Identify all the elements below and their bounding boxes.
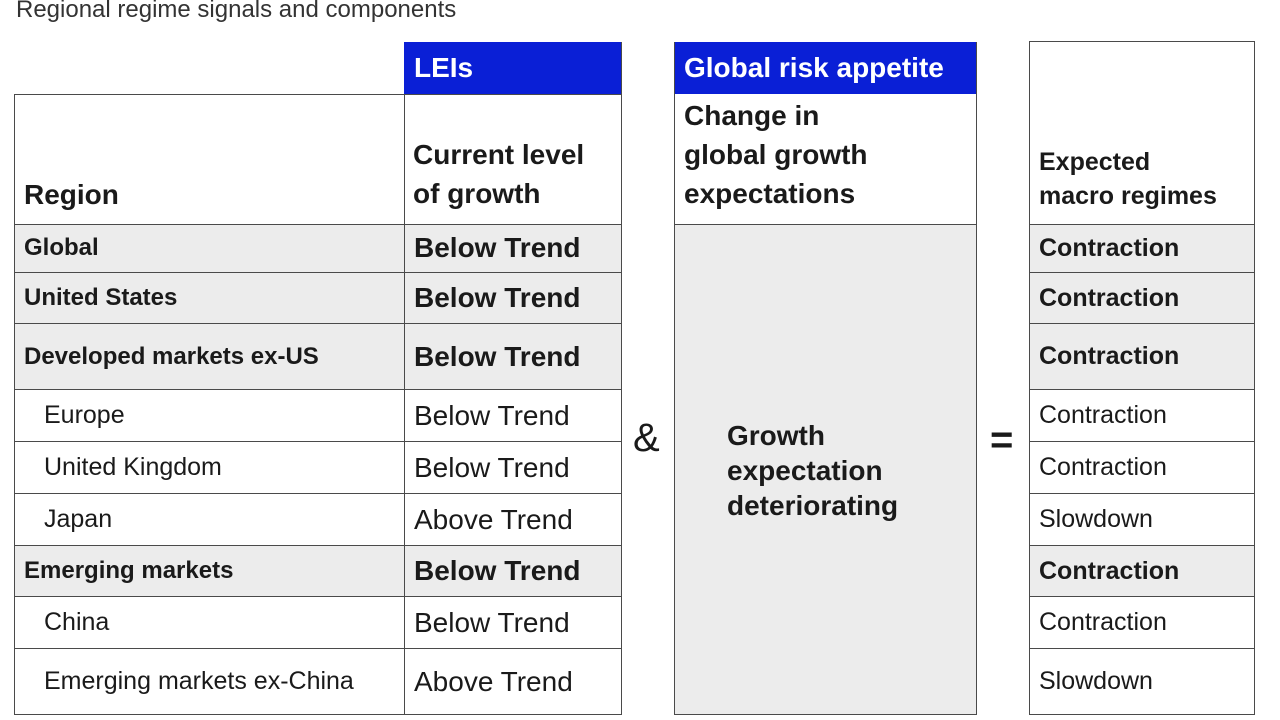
row-region-cell: United States [14, 273, 404, 324]
row-region-cell: Emerging markets ex-China [14, 649, 404, 715]
header-expected-regimes: Expected macro regimes [1039, 145, 1217, 213]
row-level-cell-text: Above Trend [414, 503, 573, 535]
header-current-level-line1: Current level [413, 139, 585, 170]
row-regime-cell: Contraction [1029, 224, 1255, 273]
row-regime-cell-text: Contraction [1039, 233, 1180, 262]
table-header-bottom-border [14, 224, 622, 225]
left-table-border [14, 94, 15, 715]
row-region-cell-text: China [44, 608, 110, 636]
row-level-cell: Below Trend [404, 442, 622, 494]
row-level-cell: Below Trend [404, 597, 622, 649]
row-region-cell-text: Japan [44, 505, 113, 533]
row-regime-cell: Slowdown [1029, 494, 1255, 546]
header-change-line2: global growth [684, 139, 868, 170]
row-level-cell: Below Trend [404, 273, 622, 324]
header-change-line3: expectations [684, 178, 856, 209]
merged-expectation-cell [674, 224, 977, 715]
middle-bottom-border [674, 714, 977, 715]
merged-line1: Growth [727, 420, 825, 451]
row-regime-cell-text: Contraction [1039, 342, 1180, 370]
row-regime-cell-text: Contraction [1039, 283, 1180, 312]
row-level-cell: Below Trend [404, 390, 622, 442]
middle-header-bottom-border [674, 224, 977, 225]
equals-operator: = [990, 418, 1014, 462]
row-region-cell: Europe [14, 390, 404, 442]
row-level-cell-text: Below Trend [414, 282, 581, 313]
right-right-border [1254, 41, 1255, 715]
row-region-cell-text: Europe [44, 401, 125, 429]
row-level-cell: Above Trend [404, 494, 622, 546]
row-regime-cell-text: Slowdown [1039, 667, 1153, 695]
row-region-cell-text: United Kingdom [44, 453, 222, 481]
row-regime-cell-text: Contraction [1039, 556, 1180, 585]
row-region-cell: Developed markets ex-US [14, 324, 404, 390]
merged-line2: expectation [727, 455, 883, 486]
row-region-cell-text: Emerging markets [24, 557, 234, 584]
row-region-cell: Japan [14, 494, 404, 546]
middle-left-border [674, 42, 675, 715]
level-right-border [621, 42, 622, 715]
header-expected-line1: Expected [1039, 148, 1151, 176]
row-regime-cell: Contraction [1029, 324, 1255, 390]
header-change-line1: Change in [684, 100, 820, 131]
row-region-cell: China [14, 597, 404, 649]
row-level-cell: Above Trend [404, 649, 622, 715]
header-region: Region [24, 179, 119, 210]
row-regime-cell: Contraction [1029, 546, 1255, 597]
group-header-leis: LEIs [404, 42, 622, 94]
row-level-cell: Below Trend [404, 224, 622, 273]
and-operator: & [633, 416, 660, 460]
right-header-bottom-border [1029, 224, 1255, 225]
row-level-cell-text: Below Trend [414, 399, 570, 431]
row-region-cell: United Kingdom [14, 442, 404, 494]
row-level-cell-text: Below Trend [414, 340, 581, 372]
row-regime-cell-text: Contraction [1039, 608, 1167, 636]
row-regime-cell-text: Contraction [1039, 453, 1167, 481]
table-header-top-border [14, 94, 622, 95]
row-regime-cell-text: Contraction [1039, 401, 1167, 429]
expected-header-top-border [1029, 41, 1255, 42]
region-level-divider [404, 94, 405, 715]
group-header-global-risk: Global risk appetite [674, 42, 977, 94]
row-regime-cell: Slowdown [1029, 649, 1255, 715]
row-level-cell: Below Trend [404, 546, 622, 597]
row-regime-cell-text: Slowdown [1039, 505, 1153, 533]
row-level-cell-text: Below Trend [414, 232, 581, 263]
merged-line3: deteriorating [727, 490, 899, 521]
right-left-border [1029, 41, 1030, 715]
row-regime-cell: Contraction [1029, 390, 1255, 442]
row-region-cell-text: United States [24, 284, 178, 311]
merged-expectation-text: Growth expectation deteriorating [727, 418, 898, 523]
row-level-cell-text: Below Trend [414, 451, 570, 483]
row-level-cell: Below Trend [404, 324, 622, 390]
middle-right-border [976, 42, 977, 715]
row-region-cell: Global [14, 224, 404, 273]
row-regime-cell: Contraction [1029, 273, 1255, 324]
row-region-cell-text: Global [24, 234, 99, 261]
row-regime-cell: Contraction [1029, 597, 1255, 649]
row-level-cell-text: Above Trend [414, 665, 573, 697]
row-level-cell-text: Below Trend [414, 606, 570, 638]
row-level-cell-text: Below Trend [414, 555, 581, 586]
row-regime-cell: Contraction [1029, 442, 1255, 494]
header-current-level: Current level of growth [413, 135, 584, 213]
row-region-cell-text: Emerging markets ex-China [44, 667, 354, 695]
header-expected-line2: macro regimes [1039, 182, 1217, 210]
row-region-cell: Emerging markets [14, 546, 404, 597]
row-region-cell-text: Developed markets ex-US [24, 342, 319, 370]
page-title: Regional regime signals and components [16, 0, 457, 23]
header-current-level-line2: of growth [413, 178, 541, 209]
header-change-expectations: Change in global growth expectations [684, 96, 868, 213]
